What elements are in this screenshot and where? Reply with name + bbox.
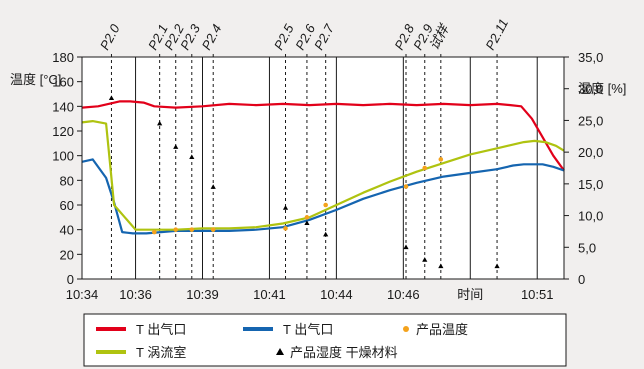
product-temp-point — [173, 227, 179, 232]
product-humidity-point — [210, 184, 216, 189]
x-tick-label: 10:39 — [186, 287, 219, 302]
product-humidity-point — [173, 144, 179, 149]
product-humidity-point — [403, 244, 409, 250]
right-tick-label: 0 — [578, 272, 585, 287]
left-tick-label: 60 — [60, 198, 74, 213]
right-tick-label: 10,0 — [578, 209, 603, 224]
product-temp-point — [304, 215, 310, 220]
right-axis: 0 5,0 10,0 15,0 20,0 25,0 30,0 35,0 — [564, 50, 603, 287]
x-tick-label: 10:41 — [253, 287, 286, 302]
left-tick-label: 120 — [52, 124, 74, 139]
x-tick-label: 10:36 — [119, 287, 152, 302]
left-tick-label: 100 — [52, 149, 74, 164]
vertical-grid — [81, 57, 538, 279]
legend-swatch — [276, 348, 284, 355]
product-humidity-point — [282, 205, 289, 210]
product-temp-point — [152, 229, 157, 235]
product-temp-point — [438, 157, 444, 162]
phase-label: P2.7 — [311, 21, 337, 52]
x-axis: 10:34 10:36 10:39 10:41 10:44 10:46 时间 10:51 — [66, 287, 554, 302]
legend-label: 产品温度 — [416, 322, 468, 337]
legend-label: T 出气口 — [136, 322, 186, 337]
x-tick-label: 10:34 — [66, 287, 99, 302]
right-tick-label: 20,0 — [578, 145, 603, 160]
product-temp-point — [210, 227, 216, 232]
left-tick-label: 40 — [60, 223, 74, 238]
product-humidity-point — [422, 257, 428, 262]
left-tick-label: 0 — [67, 272, 74, 287]
legend-label: T 出气口 — [283, 322, 333, 337]
series-line-0 — [81, 100, 565, 172]
product-temp-point — [189, 227, 195, 232]
left-axis: 0 20 40 60 80 100 120 140 160 180 — [52, 50, 82, 287]
phase-label: P2.4 — [199, 22, 225, 53]
product-temp-point — [422, 165, 428, 171]
phase-label: P2.11 — [482, 16, 511, 52]
phase-label: P2.5 — [271, 21, 297, 52]
plot-frame — [81, 56, 565, 280]
product-temp-point — [283, 226, 288, 231]
legend-label: T 涡流室 — [136, 345, 186, 360]
legend-swatch — [403, 326, 409, 332]
legend-box — [83, 313, 567, 367]
x-tick-label: 10:44 — [320, 287, 353, 302]
left-tick-label: 180 — [52, 50, 74, 65]
right-tick-label: 5,0 — [578, 240, 596, 255]
product-humidity-point — [304, 220, 310, 225]
left-tick-label: 140 — [52, 99, 74, 114]
left-tick-label: 20 — [60, 247, 74, 262]
x-tick-label: 10:46 — [387, 287, 420, 302]
product-humidity-point — [323, 231, 329, 237]
right-tick-label: 30,0 — [578, 82, 603, 97]
right-tick-label: 35,0 — [578, 50, 603, 65]
left-tick-label: 160 — [52, 75, 74, 90]
product-humidity-point — [189, 154, 195, 160]
product-humidity-point — [438, 263, 444, 269]
product-temp-point — [403, 184, 409, 189]
x-tick-label: 10:51 — [521, 287, 554, 302]
product-humidity-point — [494, 263, 500, 269]
series-line-2 — [81, 119, 565, 231]
right-axis-title: 湿度 [%] — [578, 81, 626, 96]
left-tick-label: 80 — [60, 173, 74, 188]
product-temp-point — [323, 202, 328, 208]
series-line-1 — [81, 158, 565, 235]
phase-label: P2.0 — [97, 21, 123, 52]
product-humidity-point — [157, 120, 163, 126]
series-markers — [108, 95, 500, 269]
left-axis-title: 温度 [°C] — [10, 72, 61, 87]
product-humidity-point — [108, 95, 115, 101]
x-tick-label: 时间 — [457, 287, 483, 302]
right-tick-label: 15,0 — [578, 177, 603, 192]
plot-area — [82, 57, 564, 279]
right-tick-label: 25,0 — [578, 113, 603, 128]
legend: T 出气口 T 出气口 产品温度 T 涡流室 产品湿度 干燥材料 — [96, 322, 468, 360]
series-lines — [81, 100, 565, 235]
legend-label: 产品湿度 干燥材料 — [290, 345, 398, 360]
phase-label: 试样 — [426, 21, 452, 53]
